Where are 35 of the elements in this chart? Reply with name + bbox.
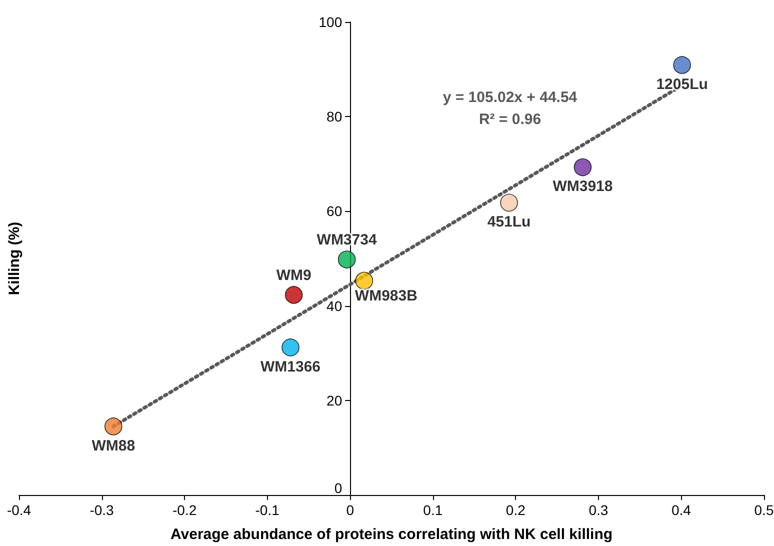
point	[673, 56, 691, 74]
x-tick-label: 0.5	[754, 502, 774, 518]
point	[282, 338, 300, 356]
series-label: WM3918	[552, 178, 613, 196]
series-label: WM983B	[354, 288, 418, 305]
y-tick-label: 40	[326, 298, 342, 314]
series-label: WM1366	[260, 358, 321, 376]
y-tick-label: 0	[334, 480, 342, 496]
y-tick-label: 80	[326, 108, 342, 125]
y-tick-label: 60	[326, 203, 342, 220]
y-axis-title: Killing (%)	[6, 222, 24, 296]
series-label: 451Lu	[487, 214, 531, 231]
x-tick-label: 0.3	[588, 502, 608, 518]
series-label: WM9	[276, 267, 312, 284]
point	[500, 194, 518, 212]
series-label: 1205Lu	[656, 76, 708, 93]
y-tick-label: 20	[326, 392, 342, 408]
x-tick-label: -0.2	[172, 502, 197, 518]
x-tick-label: 0.1	[423, 502, 443, 518]
point	[355, 272, 374, 290]
x-tick-label: -0.3	[90, 502, 114, 518]
y-tick-label: 100	[318, 14, 342, 30]
point	[284, 286, 303, 304]
x-tick-label: -0.4	[6, 502, 32, 518]
x-tick-label: 0	[346, 502, 354, 518]
point	[104, 418, 122, 436]
point	[338, 250, 356, 268]
x-tick-label: -0.1	[255, 502, 280, 518]
annotation: R² = 0.96	[478, 111, 542, 128]
x-tick-label: 0.2	[506, 502, 526, 518]
x-axis-title: Average abundance of proteins correlating with NK cell killing	[170, 526, 613, 543]
annotation: y = 105.02x + 44.54	[442, 89, 578, 106]
point	[574, 158, 592, 176]
series-label: WM88	[92, 437, 136, 454]
x-tick-label: 0.4	[671, 502, 692, 518]
